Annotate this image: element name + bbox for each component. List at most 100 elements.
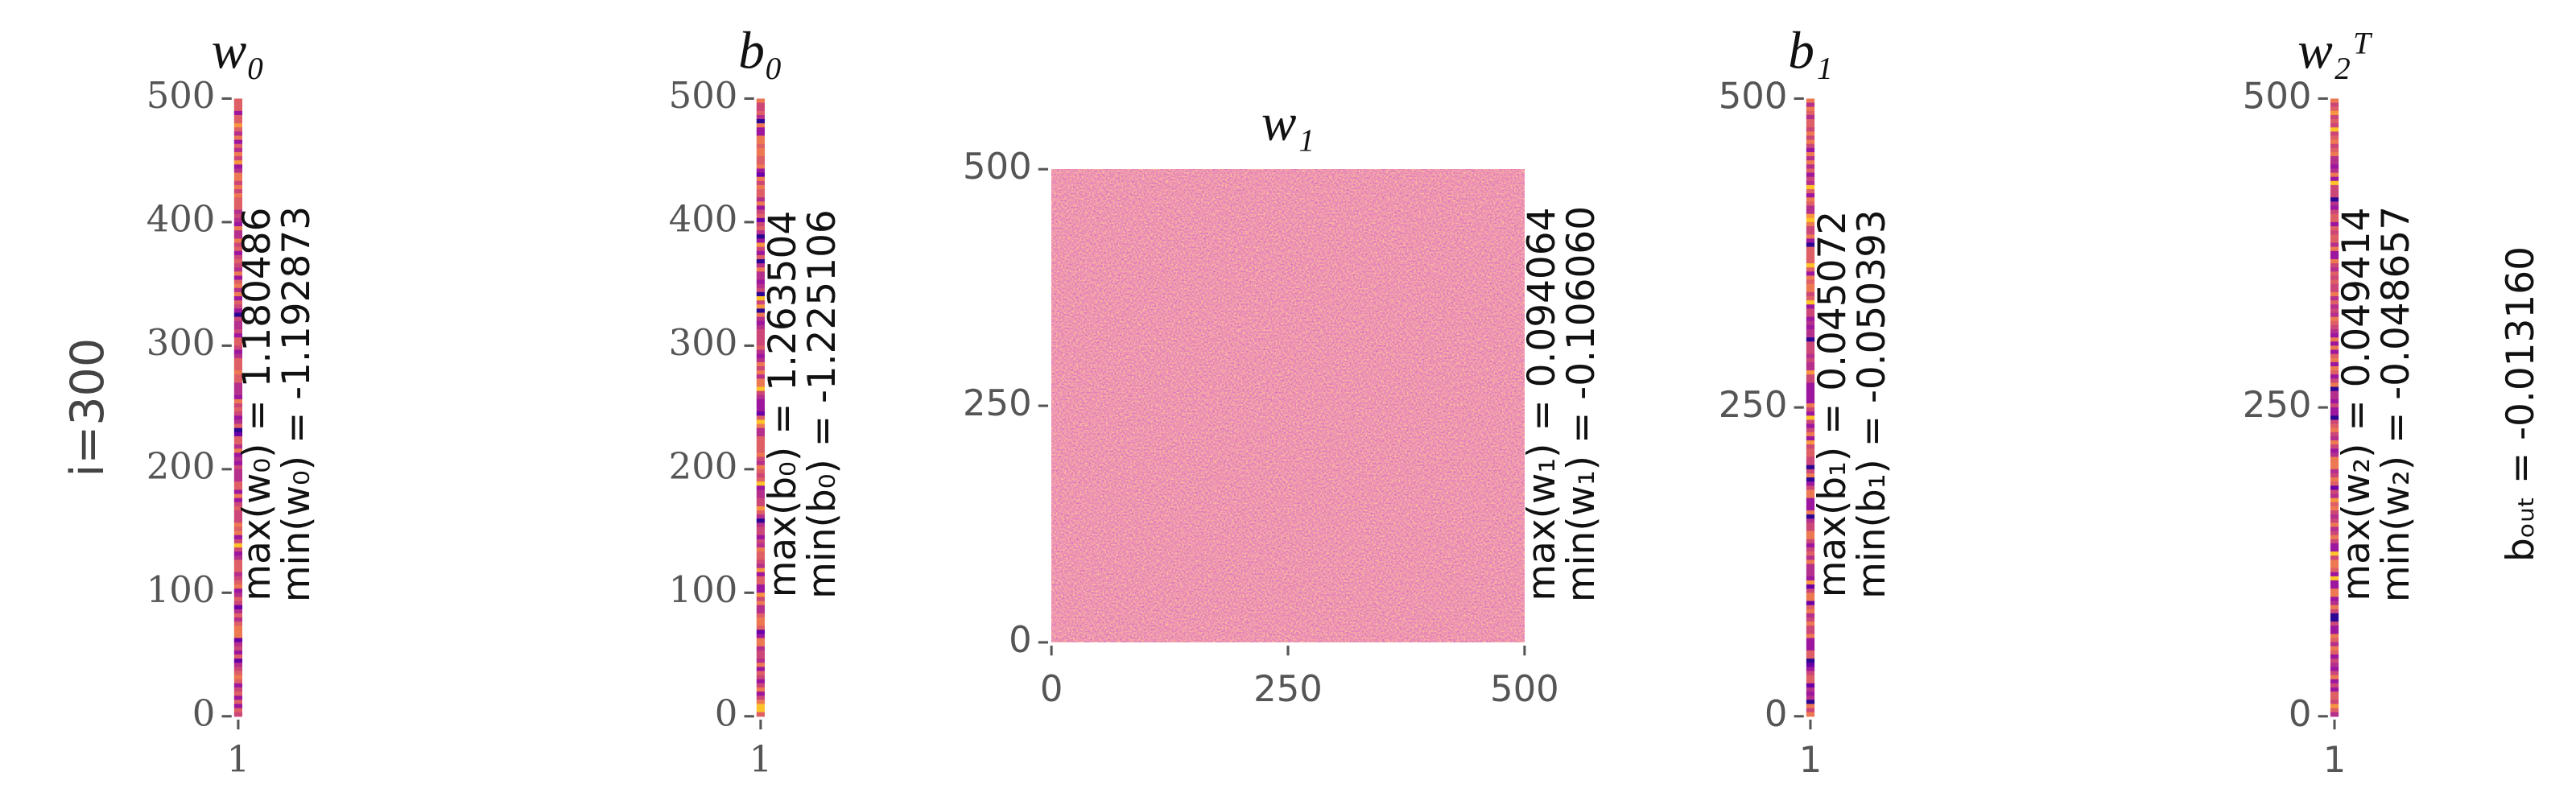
strip-cell <box>233 143 243 149</box>
strip-cell <box>2330 469 2339 474</box>
strip-cell <box>2330 448 2339 454</box>
y-tick-label: 250 <box>963 382 1032 424</box>
strip-cell <box>2330 160 2339 165</box>
strip-cell <box>1806 691 1815 696</box>
strip-cell <box>1806 658 1815 663</box>
strip-cell <box>2330 106 2339 112</box>
strip-cell <box>756 613 765 618</box>
strip-cell <box>233 271 243 277</box>
strip-cell <box>233 555 243 561</box>
strip-cell <box>2330 675 2339 680</box>
strip-cell <box>2330 246 2339 252</box>
strip-cell <box>2330 551 2339 556</box>
strip-cell <box>1806 119 1815 124</box>
strip-cell <box>1806 147 1815 153</box>
strip-cell <box>233 522 243 528</box>
strip-cell <box>2330 378 2339 384</box>
strip-cell <box>233 308 243 314</box>
strip-cell <box>233 193 243 198</box>
strip-cell <box>756 349 765 355</box>
strip-cell <box>233 630 243 635</box>
strip-cell <box>233 98 243 104</box>
strip-cell <box>756 337 765 342</box>
strip-cell <box>2330 559 2339 565</box>
strip-cell <box>1806 704 1815 709</box>
strip-cell <box>2330 209 2339 215</box>
strip-cell <box>2330 555 2339 561</box>
strip-cell <box>233 658 243 663</box>
strip-cell <box>2330 625 2339 630</box>
strip-cell <box>2330 341 2339 346</box>
stat-label: min(w₂) = -0.048657 <box>2374 206 2418 602</box>
strip-cell <box>1806 304 1815 309</box>
strip-cell <box>1806 217 1815 223</box>
panel-title: w₂ᵀ <box>2297 22 2372 80</box>
x-tick-label: 1 <box>2323 738 2347 781</box>
strip-cell <box>756 300 765 305</box>
strip-cell <box>1806 696 1815 700</box>
strip-cell <box>1806 555 1815 561</box>
strip-cell <box>2330 522 2339 528</box>
strip-cell <box>756 242 765 248</box>
strip-cell <box>756 361 765 367</box>
strip-cell <box>1806 110 1815 116</box>
strip-cell <box>756 328 765 334</box>
strip-cell <box>2330 275 2339 281</box>
strip-cell <box>233 304 243 309</box>
strip-cell <box>1806 349 1815 355</box>
y-tick-label: 0 <box>2289 692 2312 735</box>
strip-cell <box>756 213 765 219</box>
strip-cell <box>1806 679 1815 684</box>
strip-cell <box>233 456 243 462</box>
strip-cell <box>756 291 765 297</box>
strip-cell <box>1806 448 1815 454</box>
strip-cell <box>756 518 765 523</box>
strip-cell <box>756 477 765 482</box>
strip-cell <box>233 123 243 128</box>
y-tick-label: 400 <box>669 197 738 240</box>
strip-cell <box>233 119 243 124</box>
strip-cell <box>1806 502 1815 507</box>
strip-cell <box>2330 172 2339 178</box>
colorbar-strip <box>1806 98 1815 717</box>
strip-cell <box>2330 464 2339 470</box>
strip-cell <box>233 258 243 264</box>
strip-cell <box>1806 576 1815 581</box>
strip-cell <box>756 250 765 256</box>
strip-cell <box>2330 156 2339 161</box>
y-tick-label: 100 <box>147 568 216 611</box>
strip-cell <box>2330 201 2339 207</box>
strip-cell <box>2330 398 2339 404</box>
strip-cell <box>1806 559 1815 565</box>
strip-cell <box>756 254 765 260</box>
strip-cell <box>2330 131 2339 137</box>
y-tick-label: 500 <box>147 74 216 117</box>
strip-cell <box>2330 663 2339 668</box>
strip-cell <box>756 460 765 466</box>
strip-cell <box>756 419 765 425</box>
strip-cell <box>233 151 243 157</box>
y-tick-label: 400 <box>147 197 216 240</box>
strip-cell <box>756 667 765 672</box>
strip-cell <box>2330 547 2339 552</box>
strip-cell <box>233 704 243 709</box>
strip-cell <box>233 613 243 618</box>
strip-cell <box>756 597 765 602</box>
strip-cell <box>2330 502 2339 507</box>
strip-cell <box>2330 485 2339 491</box>
strip-cell <box>2330 135 2339 141</box>
strip-cell <box>1806 279 1815 285</box>
strip-cell <box>1806 238 1815 244</box>
strip-cell <box>233 357 243 363</box>
strip-cell <box>1806 370 1815 375</box>
strip-cell <box>233 419 243 425</box>
strip-cell <box>233 687 243 692</box>
strip-cell <box>756 456 765 462</box>
strip-cell <box>756 263 765 268</box>
strip-cell <box>2330 308 2339 314</box>
strip-cell <box>756 473 765 478</box>
strip-cell <box>1806 361 1815 367</box>
strip-cell <box>1806 642 1815 647</box>
strip-cell <box>756 675 765 680</box>
stat-label: min(b₀) = -1.225106 <box>800 209 844 599</box>
